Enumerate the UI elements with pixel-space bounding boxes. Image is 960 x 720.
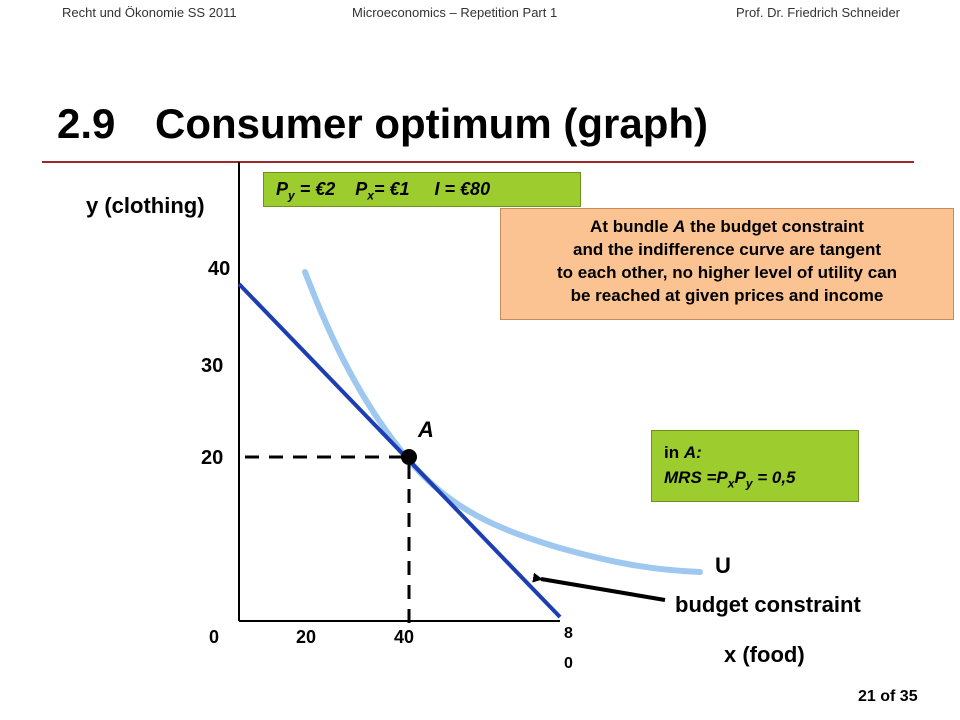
mrs-line-1: in A: <box>664 440 858 465</box>
tangency-line-4: be reached at given prices and income <box>570 286 884 305</box>
slide-title-text: Consumer optimum (graph) <box>155 100 708 147</box>
budget-arrow <box>532 572 666 602</box>
budget-label: budget constraint <box>675 592 861 617</box>
y-tick-40: 40 <box>208 258 231 280</box>
optimum-point <box>401 449 417 465</box>
mrs-prefix: MRS =P <box>664 468 728 487</box>
budget-line <box>237 282 562 619</box>
y-axis-label: y (clothing) <box>86 193 205 218</box>
tangency-note-box: At bundle A the budget constraint and th… <box>500 208 954 320</box>
header-author: Prof. Dr. Friedrich Schneider <box>736 5 901 20</box>
price-info-box: Py = €2 Px= €1 I = €80 <box>263 172 581 207</box>
income-value: I = €80 <box>434 179 491 199</box>
mrs-box: in A: MRS =PxPy = 0,5 <box>651 430 859 502</box>
x-tick-80-bottom: 0 <box>564 655 573 672</box>
slide-title-number: 2.9 <box>57 100 116 147</box>
mrs-line-2: MRS =PxPy = 0,5 <box>664 465 858 496</box>
mrs-line-1-point: A: <box>683 443 702 462</box>
header-course: Recht und Ökonomie SS 2011 <box>62 5 237 20</box>
x-axis-label: x (food) <box>724 642 805 667</box>
point-label: A <box>418 417 434 442</box>
price-x-subscript: x <box>367 188 374 203</box>
price-y-symbol: P <box>276 179 289 199</box>
y-tick-20: 20 <box>201 447 224 469</box>
tangency-line-1-c: the budget constraint <box>685 217 864 236</box>
tangency-line-2: and the indifference curve are tangent <box>573 240 881 259</box>
x-tick-20: 20 <box>296 627 317 647</box>
x-tick-40: 40 <box>394 627 415 647</box>
y-tick-30: 30 <box>201 355 224 377</box>
tangency-line-1: At bundle A the budget constraint <box>501 215 953 238</box>
mrs-x-subscript: x <box>727 476 735 491</box>
slide-title: 2.9 Consumer optimum (graph) <box>57 100 708 148</box>
tangency-line-1-point: A <box>673 217 686 236</box>
tangency-line-1-a: At bundle <box>590 217 674 236</box>
indifference-curve <box>302 269 703 575</box>
x-tick-80-top: 8 <box>564 625 573 642</box>
curve-label: U <box>715 553 731 578</box>
x-tick-0: 0 <box>209 627 220 647</box>
mrs-line-1-a: in <box>664 443 684 462</box>
mrs-value: = 0,5 <box>752 468 796 487</box>
header-topic: Microeconomics – Repetition Part 1 <box>352 5 558 20</box>
price-x-symbol: P <box>355 179 368 199</box>
price-y-subscript: y <box>288 188 295 203</box>
page-number: 21 of 35 <box>858 688 918 705</box>
price-y-value: = €2 <box>294 179 336 199</box>
tangency-line-3: to each other, no higher level of utilit… <box>556 263 898 282</box>
mrs-y-subscript: y <box>745 476 753 491</box>
price-x-value: = €1 <box>373 179 410 199</box>
mrs-mid: P <box>734 468 746 487</box>
title-rule <box>42 161 914 163</box>
